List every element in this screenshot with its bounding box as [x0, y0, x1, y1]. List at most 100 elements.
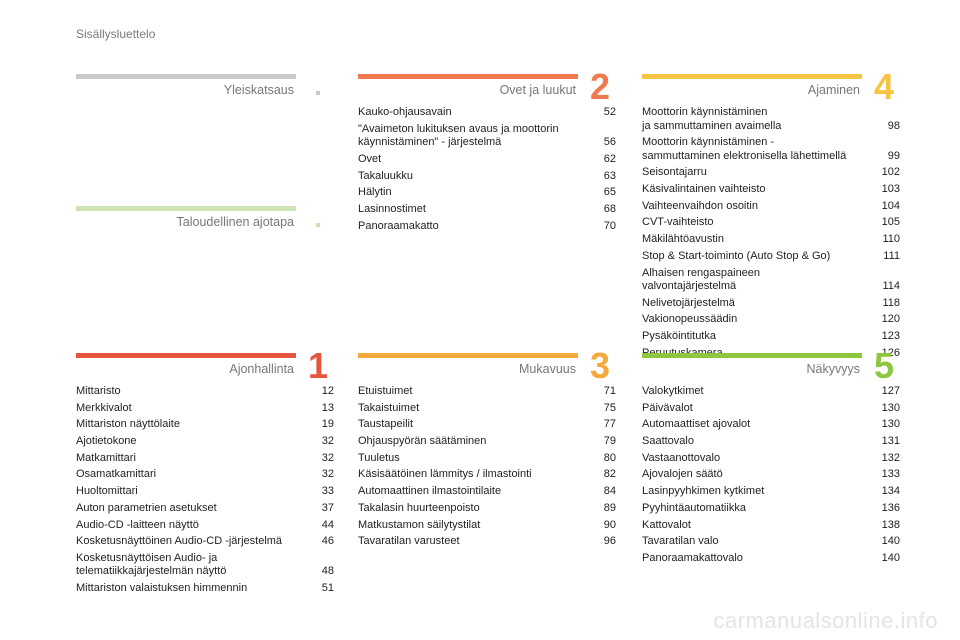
toc-entry[interactable]: Panoraamakattovalo 140: [642, 552, 900, 566]
toc-entry[interactable]: Vastaanottovalo 132: [642, 452, 900, 466]
toc-entry-title: Tuuletus: [358, 451, 400, 464]
toc-entry[interactable]: Panoraamakatto 70: [358, 220, 616, 234]
page-title: Sisällysluettelo: [76, 27, 156, 41]
toc-entry[interactable]: Seisontajarru 102: [642, 166, 900, 180]
toc-entry[interactable]: Mittariston näyttölaite 19: [76, 418, 334, 432]
toc-entry-page: 37: [321, 501, 334, 514]
toc-entry-title: Nelivetojärjestelmä: [642, 296, 735, 309]
toc-entry[interactable]: Nelivetojärjestelmä 118: [642, 297, 900, 311]
toc-entry[interactable]: Taustapeilit 77: [358, 418, 616, 432]
toc-entry[interactable]: Etuistuimet 71: [358, 385, 616, 399]
toc-entry-page: 111: [883, 249, 900, 262]
toc-entry-title: Panoraamakattovalo: [642, 551, 743, 564]
toc-entry-title: CVT-vaihteisto: [642, 216, 714, 229]
toc-entry[interactable]: Matkustamon säilytystilat 90: [358, 519, 616, 533]
toc-entry-page: 131: [881, 435, 900, 448]
toc-entry-page: 82: [603, 468, 616, 481]
toc-entry[interactable]: Hälytin 65: [358, 186, 616, 200]
toc-entry[interactable]: Alhaisen rengaspaineen valvontajärjestel…: [642, 267, 900, 294]
toc-entry-title: Takaistuimet: [358, 401, 420, 414]
toc-entry-title: Mittariston näyttölaite: [76, 418, 180, 431]
section-title: Ajonhallinta: [229, 362, 294, 376]
item-list: Mittaristo 12 Merkkivalot 13 Mittariston näy…: [76, 385, 334, 599]
toc-entry[interactable]: Vaihteenvaihdon osoitin 104: [642, 200, 900, 214]
toc-entry-page: 46: [321, 535, 334, 548]
toc-entry[interactable]: Saattovalo 131: [642, 435, 900, 449]
toc-entry-title: Hälytin: [358, 186, 392, 199]
toc-entry[interactable]: Kauko-ohjausavain 52: [358, 106, 616, 120]
section-bar: [358, 353, 578, 358]
toc-entry[interactable]: Pysäköintitutka 123: [642, 330, 900, 344]
toc-entry[interactable]: Ovet 62: [358, 153, 616, 167]
toc-entry[interactable]: Ajovalojen säätö 133: [642, 468, 900, 482]
item-list: Etuistuimet 71 Takaistuimet 75 Taustapeilit 7…: [358, 385, 616, 552]
toc-entry-page: 68: [603, 202, 616, 215]
toc-entry[interactable]: Kattovalot 138: [642, 519, 900, 533]
toc-entry-title: Päivävalot: [642, 401, 693, 414]
toc-entry-title: Tavaratilan valo: [642, 535, 719, 548]
toc-entry[interactable]: "Avaimeton lukituksen avaus ja moottorin…: [358, 123, 616, 150]
toc-entry-page: 130: [881, 401, 900, 414]
section-bar: [358, 74, 578, 79]
toc-entry[interactable]: Ajotietokone 32: [76, 435, 334, 449]
toc-entry[interactable]: Auton parametrien asetukset 37: [76, 502, 334, 516]
toc-entry[interactable]: Osamatkamittari 32: [76, 468, 334, 482]
toc-entry[interactable]: Moottorin käynnistäminen - sammuttaminen…: [642, 136, 900, 163]
toc-entry[interactable]: Stop & Start-toiminto (Auto Stop & Go) 11…: [642, 250, 900, 264]
toc-entry-page: 48: [321, 565, 334, 578]
toc-entry-page: 77: [603, 418, 616, 431]
toc-entry[interactable]: Käsisäätöinen lämmitys / ilmastointi 82: [358, 468, 616, 482]
toc-entry-page: 51: [321, 582, 334, 595]
toc-entry-title: Käsivalintainen vaihteisto: [642, 183, 766, 196]
section-title: Taloudellinen ajotapa: [176, 215, 294, 229]
section-bar: [76, 206, 296, 211]
toc-entry-title: Auton parametrien asetukset: [76, 501, 217, 514]
toc-entry-page: 134: [881, 485, 900, 498]
toc-entry[interactable]: Tavaratilan valo 140: [642, 535, 900, 549]
toc-entry-page: 52: [603, 106, 616, 118]
toc-entry[interactable]: Takaluukku 63: [358, 170, 616, 184]
toc-entry-title: Pyyhintäautomatiikka: [642, 501, 746, 514]
toc-entry-title: Lasinnostimet: [358, 202, 426, 215]
toc-entry[interactable]: Audio-CD -laitteen näyttö 44: [76, 519, 334, 533]
toc-entry[interactable]: Ohjauspyörän säätäminen 79: [358, 435, 616, 449]
toc-entry[interactable]: Takaistuimet 75: [358, 402, 616, 416]
toc-entry-title: Lasinpyyhkimen kytkimet: [642, 485, 765, 498]
toc-entry[interactable]: Mittaristo 12: [76, 385, 334, 399]
section-title: Ovet ja luukut: [499, 83, 576, 97]
toc-entry[interactable]: Matkamittari 32: [76, 452, 334, 466]
toc-entry-page: 118: [882, 296, 900, 309]
toc-entry-page: 114: [882, 280, 900, 292]
toc-entry[interactable]: Kosketusnäyttöinen Audio-CD -järjestelmä…: [76, 535, 334, 549]
toc-entry-page: 89: [603, 501, 616, 514]
toc-entry[interactable]: Vakionopeussäädin 120: [642, 313, 900, 327]
toc-entry[interactable]: Käsivalintainen vaihteisto 103: [642, 183, 900, 197]
toc-entry-title: Moottorin käynnistäminen ja sammuttamine…: [642, 106, 782, 132]
toc-entry[interactable]: Tavaratilan varusteet 96: [358, 535, 616, 549]
toc-entry-title: Osamatkamittari: [76, 468, 157, 481]
toc-entry[interactable]: Päivävalot 130: [642, 402, 900, 416]
toc-entry[interactable]: Takalasin huurteenpoisto 89: [358, 502, 616, 516]
section-bar: [642, 74, 862, 79]
toc-entry[interactable]: Automaattinen ilmastointilaite 84: [358, 485, 616, 499]
toc-entry[interactable]: Merkkivalot 13: [76, 402, 334, 416]
toc-entry[interactable]: Moottorin käynnistäminen ja sammuttamine…: [642, 106, 900, 133]
toc-entry-page: 110: [882, 233, 900, 246]
toc-entry[interactable]: Mittariston valaistuksen himmennin 51: [76, 582, 334, 596]
toc-entry[interactable]: CVT-vaihteisto 105: [642, 216, 900, 230]
toc-entry[interactable]: Kosketusnäyttöisen Audio- ja telematiikk…: [76, 552, 334, 579]
toc-entry[interactable]: Mäkilähtöavustin 110: [642, 233, 900, 247]
toc-entry[interactable]: Pyyhintäautomatiikka 136: [642, 502, 900, 516]
toc-entry[interactable]: Tuuletus 80: [358, 452, 616, 466]
toc-entry-title: Huoltomittari: [76, 485, 138, 498]
toc-entry-page: 140: [881, 535, 900, 548]
toc-entry[interactable]: Valokytkimet 127: [642, 385, 900, 399]
toc-entry[interactable]: Lasinnostimet 68: [358, 203, 616, 217]
toc-entry-page: 120: [881, 313, 900, 326]
toc-entry[interactable]: Automaattiset ajovalot 130: [642, 418, 900, 432]
section-number: 5: [874, 345, 895, 386]
toc-entry-title: Alhaisen rengaspaineen valvontajärjestel…: [642, 266, 761, 293]
toc-entry[interactable]: Huoltomittari 33: [76, 485, 334, 499]
toc-entry-title: Automaattinen ilmastointilaite: [358, 485, 502, 498]
toc-entry[interactable]: Lasinpyyhkimen kytkimet 134: [642, 485, 900, 499]
